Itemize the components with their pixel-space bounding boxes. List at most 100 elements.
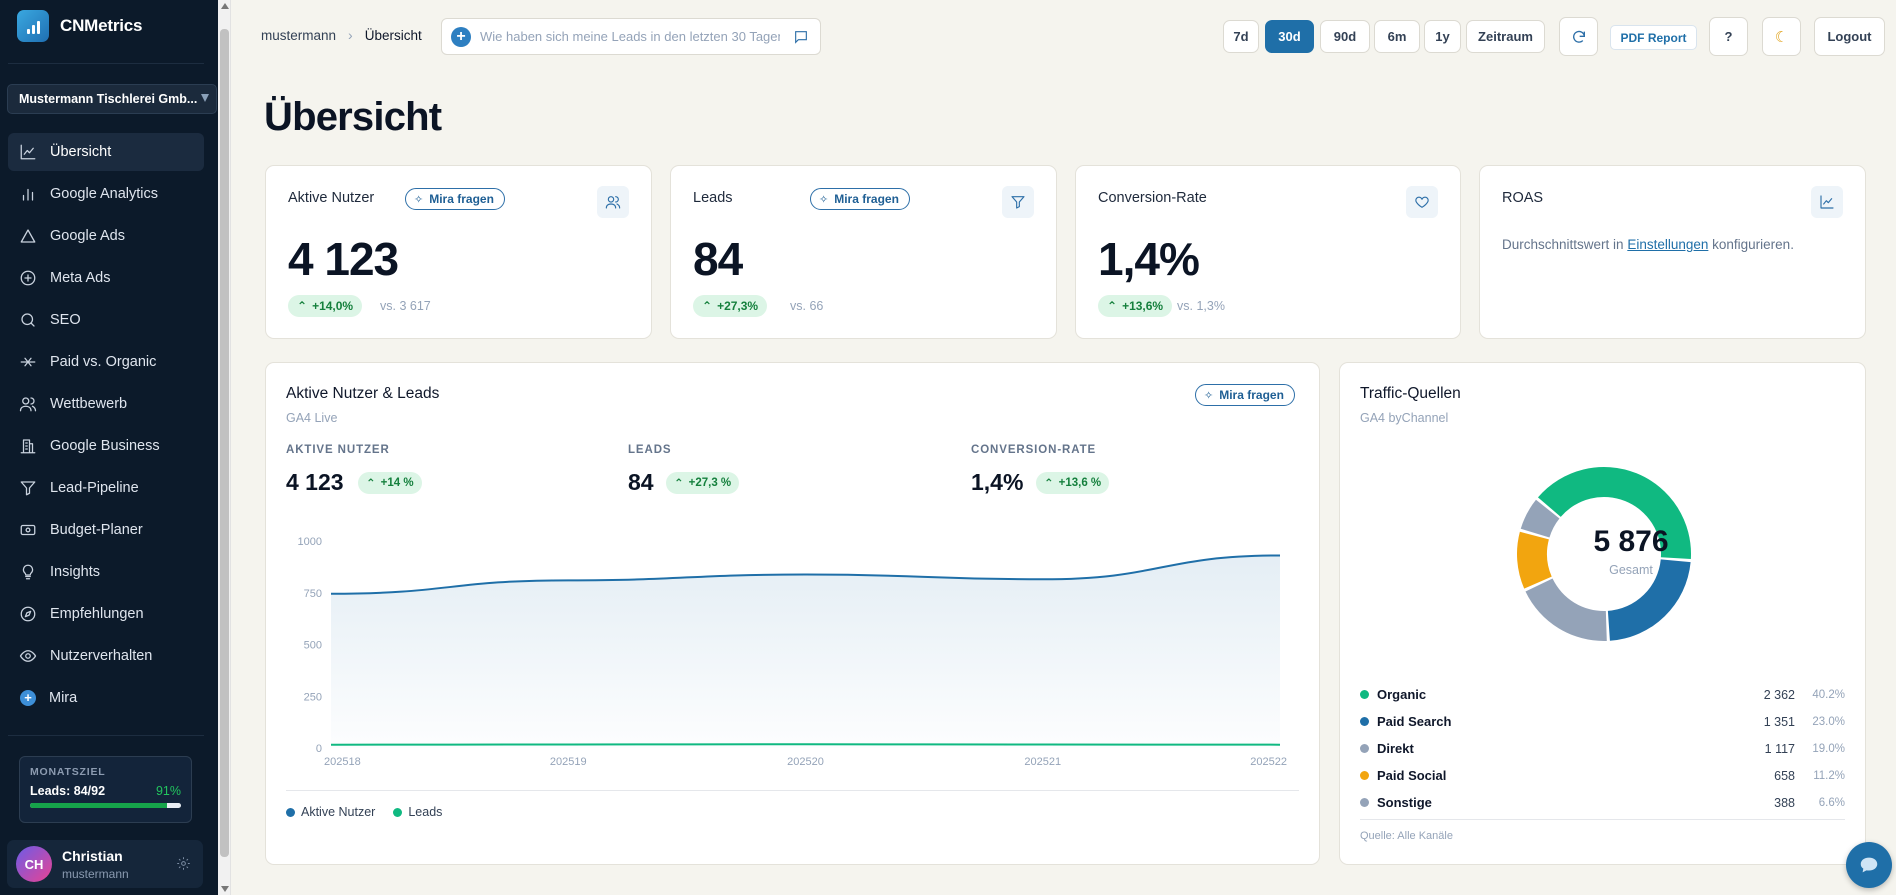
stat-value: 84 <box>628 469 654 495</box>
kpi-label: Conversion-Rate <box>1098 190 1207 206</box>
sidebar-item-budget-planer[interactable]: Budget-Planer <box>8 511 204 549</box>
gear-icon[interactable] <box>176 856 191 871</box>
kpi-card-active-users: Aktive Nutzer ✧ Mira fragen 4 123 ⌃ +14,0%… <box>265 165 652 339</box>
sidebar-item-google-ads[interactable]: Google Ads <box>8 217 204 255</box>
roas-note: Durchschnittswert in Einstellungen konfi… <box>1502 237 1794 252</box>
scroll-up-icon[interactable] <box>221 3 229 9</box>
source-swatch <box>1360 798 1369 807</box>
source-percent: 6.6% <box>1818 796 1845 809</box>
sidebar-item-uebersicht[interactable]: Übersicht <box>8 133 204 171</box>
mira-ask-button[interactable]: ✧ Mira fragen <box>1195 384 1295 406</box>
legend-label: Aktive Nutzer <box>301 805 376 819</box>
breadcrumb-item[interactable]: mustermann <box>261 27 337 43</box>
traffic-source-row[interactable]: Paid Social 658 11.2% <box>1360 762 1845 789</box>
ask-mira-bar[interactable]: + <box>441 18 821 55</box>
source-name: Organic <box>1377 687 1427 702</box>
traffic-source-row[interactable]: Direkt 1 117 19.0% <box>1360 735 1845 762</box>
mira-ask-label: Mira fragen <box>1219 388 1284 402</box>
client-selector[interactable]: Mustermann Tischlerei Gmb... <box>7 84 217 114</box>
range-7d[interactable]: 7d <box>1223 20 1259 53</box>
scroll-thumb[interactable] <box>220 29 229 857</box>
scroll-down-icon[interactable] <box>221 886 229 892</box>
chat-icon[interactable] <box>793 29 809 45</box>
source-name: Sonstige <box>1377 795 1432 810</box>
sidebar-item-empfehlungen[interactable]: Empfehlungen <box>8 595 204 633</box>
compass-icon <box>20 606 36 622</box>
section-title: Aktive Nutzer & Leads <box>286 385 440 402</box>
traffic-source-row[interactable]: Organic 2 362 40.2% <box>1360 681 1845 708</box>
triangle-icon <box>20 229 36 243</box>
x-tick-label: 202518 <box>324 756 361 768</box>
sidebar-item-seo[interactable]: SEO <box>8 301 204 339</box>
sidebar-item-nutzerverhalten[interactable]: Nutzerverhalten <box>8 637 204 675</box>
arrow-up-icon: ⌃ <box>366 478 376 490</box>
user-handle: mustermann <box>62 866 129 881</box>
sidebar-item-google-business[interactable]: Google Business <box>8 427 204 465</box>
source-value: 2 362 <box>1763 687 1795 702</box>
settings-link[interactable]: Einstellungen <box>1627 237 1709 252</box>
kpi-value: 1,4% <box>1098 233 1200 285</box>
plus-circle-icon <box>20 270 36 286</box>
chart-legend: Aktive Nutzer Leads <box>286 805 442 819</box>
brand[interactable]: CNMetrics <box>17 9 142 43</box>
sidebar-item-google-analytics[interactable]: Google Analytics <box>8 175 204 213</box>
pdf-report-button[interactable]: PDF Report <box>1610 25 1697 50</box>
sidebar-item-label: Google Ads <box>50 228 125 244</box>
breadcrumb-current: Übersicht <box>364 27 422 43</box>
refresh-button[interactable] <box>1559 17 1598 56</box>
source-name: Direkt <box>1377 741 1414 756</box>
donut-slice-paid-search[interactable] <box>1607 559 1691 641</box>
mira-ask-button[interactable]: ✧ Mira fragen <box>810 188 910 210</box>
traffic-source-row[interactable]: Sonstige 388 6.6% <box>1360 789 1845 816</box>
lightbulb-icon <box>22 564 34 580</box>
donut-total: 5 876 <box>1593 525 1669 558</box>
refresh-icon <box>1572 30 1585 43</box>
arrow-up-icon: ⌃ <box>297 299 308 313</box>
chat-widget-button[interactable] <box>1846 842 1892 888</box>
section-subtitle: GA4 Live <box>286 411 338 425</box>
help-button[interactable]: ? <box>1709 17 1748 56</box>
dark-mode-toggle[interactable]: ☾ <box>1762 17 1801 56</box>
donut-total-label: Gesamt <box>1609 563 1653 577</box>
scrollbar[interactable] <box>218 0 231 895</box>
x-tick-label: 202521 <box>1024 756 1061 768</box>
sidebar-item-wettbewerb[interactable]: Wettbewerb <box>8 385 204 423</box>
range-30d[interactable]: 30d <box>1265 20 1314 53</box>
donut-slice-direkt[interactable] <box>1525 578 1607 641</box>
series-line-0[interactable] <box>330 554 1281 595</box>
range-1y[interactable]: 1y <box>1424 20 1461 53</box>
stat-delta-badge: ⌃ +14 % <box>358 472 422 494</box>
source-percent: 23.0% <box>1812 715 1845 728</box>
range-custom[interactable]: Zeitraum <box>1466 20 1545 53</box>
sidebar-item-label: Insights <box>50 564 100 580</box>
chat-bubble-icon <box>1860 857 1878 873</box>
mira-ask-label: Mira fragen <box>429 192 494 206</box>
plus-icon[interactable]: + <box>451 26 471 47</box>
sidebar-item-mira[interactable]: + Mira <box>8 679 204 717</box>
sidebar-item-label: Paid vs. Organic <box>50 354 157 370</box>
ask-mira-input[interactable] <box>480 29 780 44</box>
moon-icon: ☾ <box>1774 28 1789 46</box>
split-icon <box>20 357 36 367</box>
kpi-icon-box <box>597 186 629 218</box>
sidebar-item-paid-vs-organic[interactable]: Paid vs. Organic <box>8 343 204 381</box>
arrow-up-icon: ⌃ <box>702 299 713 313</box>
source-swatch <box>1360 717 1369 726</box>
sidebar-item-meta-ads[interactable]: Meta Ads <box>8 259 204 297</box>
legend-item-users[interactable]: Aktive Nutzer <box>286 805 375 819</box>
range-6m[interactable]: 6m <box>1374 20 1420 53</box>
mira-ask-button[interactable]: ✧ Mira fragen <box>405 188 505 210</box>
range-90d[interactable]: 90d <box>1320 20 1370 53</box>
sidebar-item-lead-pipeline[interactable]: Lead-Pipeline <box>8 469 204 507</box>
donut-slice-paid-social[interactable] <box>1517 531 1552 589</box>
donut-slice-sonstige[interactable] <box>1520 499 1560 538</box>
section-title: Traffic-Quellen <box>1360 385 1461 402</box>
traffic-sources-card: Traffic-Quellen GA4 byChannel 5 876 Gesa… <box>1339 362 1866 865</box>
donut-slice-organic[interactable] <box>1537 467 1691 559</box>
legend-item-leads[interactable]: Leads <box>393 805 442 819</box>
sidebar-item-insights[interactable]: Insights <box>8 553 204 591</box>
kpi-icon-box <box>1406 186 1438 218</box>
user-profile[interactable]: CH Christian mustermann <box>7 840 203 888</box>
logout-button[interactable]: Logout <box>1814 17 1885 56</box>
traffic-source-row[interactable]: Paid Search 1 351 23.0% <box>1360 708 1845 735</box>
